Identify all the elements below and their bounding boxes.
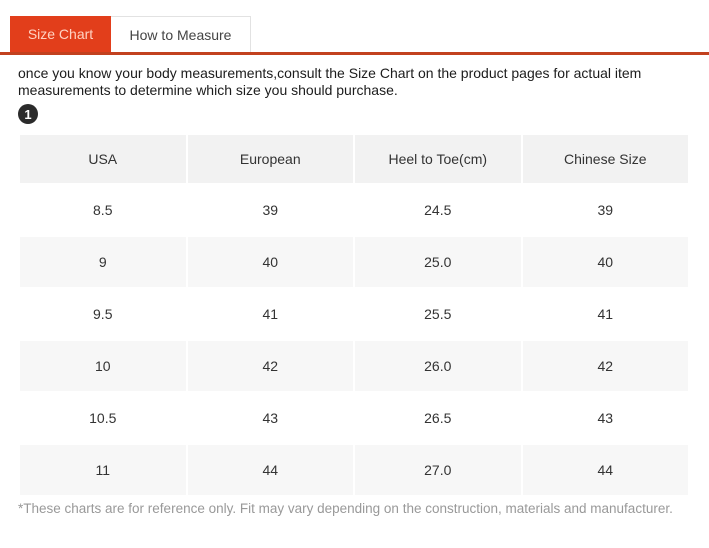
column-header-heel-to-toe: Heel to Toe(cm) bbox=[355, 135, 521, 183]
cell-european: 42 bbox=[187, 341, 353, 391]
cell-chinese-size: 41 bbox=[522, 289, 688, 339]
cell-heel-to-toe: 27.0 bbox=[355, 445, 521, 495]
cell-usa: 8.5 bbox=[20, 185, 186, 235]
table-row: 8.5 39 24.5 39 bbox=[20, 185, 688, 235]
cell-european: 41 bbox=[187, 289, 353, 339]
cell-chinese-size: 44 bbox=[522, 445, 688, 495]
table-row: 10.5 43 26.5 43 bbox=[20, 393, 688, 443]
cell-chinese-size: 43 bbox=[522, 393, 688, 443]
table-row: 9 40 25.0 40 bbox=[20, 237, 688, 287]
column-header-usa: USA bbox=[20, 135, 186, 183]
cell-usa: 10.5 bbox=[20, 393, 186, 443]
cell-european: 44 bbox=[187, 445, 353, 495]
cell-heel-to-toe: 26.0 bbox=[355, 341, 521, 391]
cell-heel-to-toe: 24.5 bbox=[355, 185, 521, 235]
cell-usa: 9 bbox=[20, 237, 186, 287]
tab-bar: Size Chart How to Measure bbox=[0, 16, 709, 55]
table-row: 11 44 27.0 44 bbox=[20, 445, 688, 495]
reference-disclaimer: *These charts are for reference only. Fi… bbox=[18, 501, 673, 516]
tab-how-to-measure[interactable]: How to Measure bbox=[111, 16, 251, 52]
column-header-european: European bbox=[187, 135, 353, 183]
cell-heel-to-toe: 25.0 bbox=[355, 237, 521, 287]
column-header-chinese-size: Chinese Size bbox=[522, 135, 688, 183]
cell-chinese-size: 42 bbox=[522, 341, 688, 391]
table-row: 9.5 41 25.5 41 bbox=[20, 289, 688, 339]
cell-european: 39 bbox=[187, 185, 353, 235]
size-chart-table: USA European Heel to Toe(cm) Chinese Siz… bbox=[18, 133, 690, 497]
table-header-row: USA European Heel to Toe(cm) Chinese Siz… bbox=[20, 135, 688, 183]
cell-chinese-size: 39 bbox=[522, 185, 688, 235]
step-badge-1: 1 bbox=[18, 104, 38, 124]
cell-usa: 11 bbox=[20, 445, 186, 495]
cell-usa: 9.5 bbox=[20, 289, 186, 339]
size-chart-description: once you know your body measurements,con… bbox=[18, 65, 642, 98]
cell-european: 40 bbox=[187, 237, 353, 287]
cell-european: 43 bbox=[187, 393, 353, 443]
tab-size-chart[interactable]: Size Chart bbox=[10, 16, 111, 52]
cell-usa: 10 bbox=[20, 341, 186, 391]
cell-heel-to-toe: 26.5 bbox=[355, 393, 521, 443]
tab-underline bbox=[0, 52, 709, 55]
cell-heel-to-toe: 25.5 bbox=[355, 289, 521, 339]
cell-chinese-size: 40 bbox=[522, 237, 688, 287]
table-row: 10 42 26.0 42 bbox=[20, 341, 688, 391]
